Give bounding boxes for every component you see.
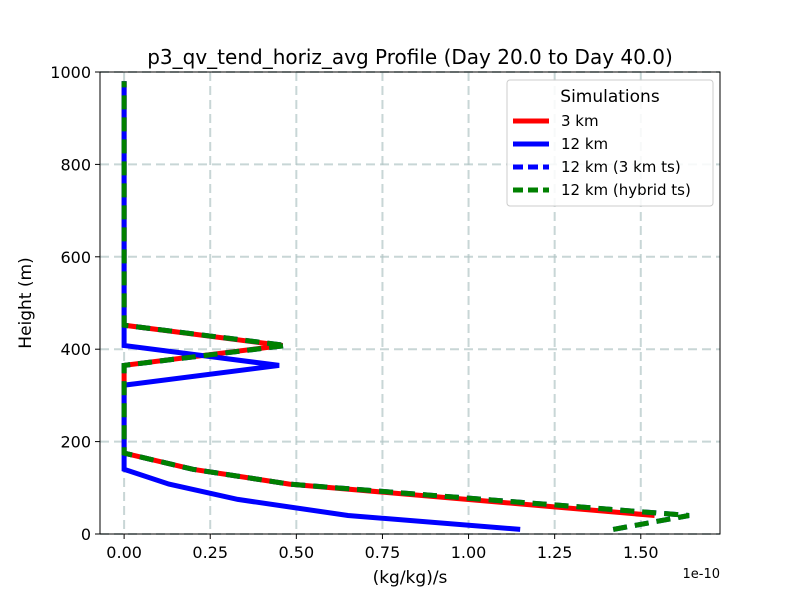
legend-label: 12 km [561,135,608,153]
legend-label: 3 km [561,112,599,130]
x-tick-label: 1.50 [623,543,659,562]
series-line-12-km-hybrid-ts [121,81,690,532]
legend-label: 12 km (3 km ts) [561,158,681,176]
y-axis-label: Height (m) [16,257,36,348]
series-layer [121,81,690,532]
plot-frame [99,71,721,535]
x-tick-label: 1.00 [451,543,487,562]
legend-title: Simulations [560,87,660,107]
legend-label: 12 km (hybrid ts) [561,181,691,199]
series-line-12-km [121,81,521,532]
x-tick-label: 0.25 [192,543,228,562]
legend-entries: 3 km 12 km 12 km (3 km ts) 12 km (hybrid ts… [513,112,691,199]
y-tick-label: 1000 [50,63,91,82]
legend: Simulations 3 km 12 km 12 km (3 km ts) 12 k… [506,79,714,207]
x-axis-offset-text: 1e-10 [682,567,720,582]
x-tick-label: 0.75 [365,543,401,562]
x-tick-label: 0.50 [279,543,315,562]
y-tick-label: 600 [60,248,91,267]
legend-box [506,79,714,207]
y-tick-label: 0 [81,525,91,544]
y-tick-label: 800 [60,155,91,174]
chart-title: p3_qv_tend_horiz_avg Profile (Day 20.0 t… [147,45,673,69]
x-axis-label: (kg/kg)/s [373,568,448,588]
x-tick-label: 1.25 [537,543,573,562]
y-tick-label: 400 [60,340,91,359]
y-tick-label: 200 [60,433,91,452]
x-tick-label: 0.00 [106,543,142,562]
tick-layer: 0.00 0.25 0.50 0.75 1.00 1.25 1.50 0 200 400 600 80… [50,63,658,562]
